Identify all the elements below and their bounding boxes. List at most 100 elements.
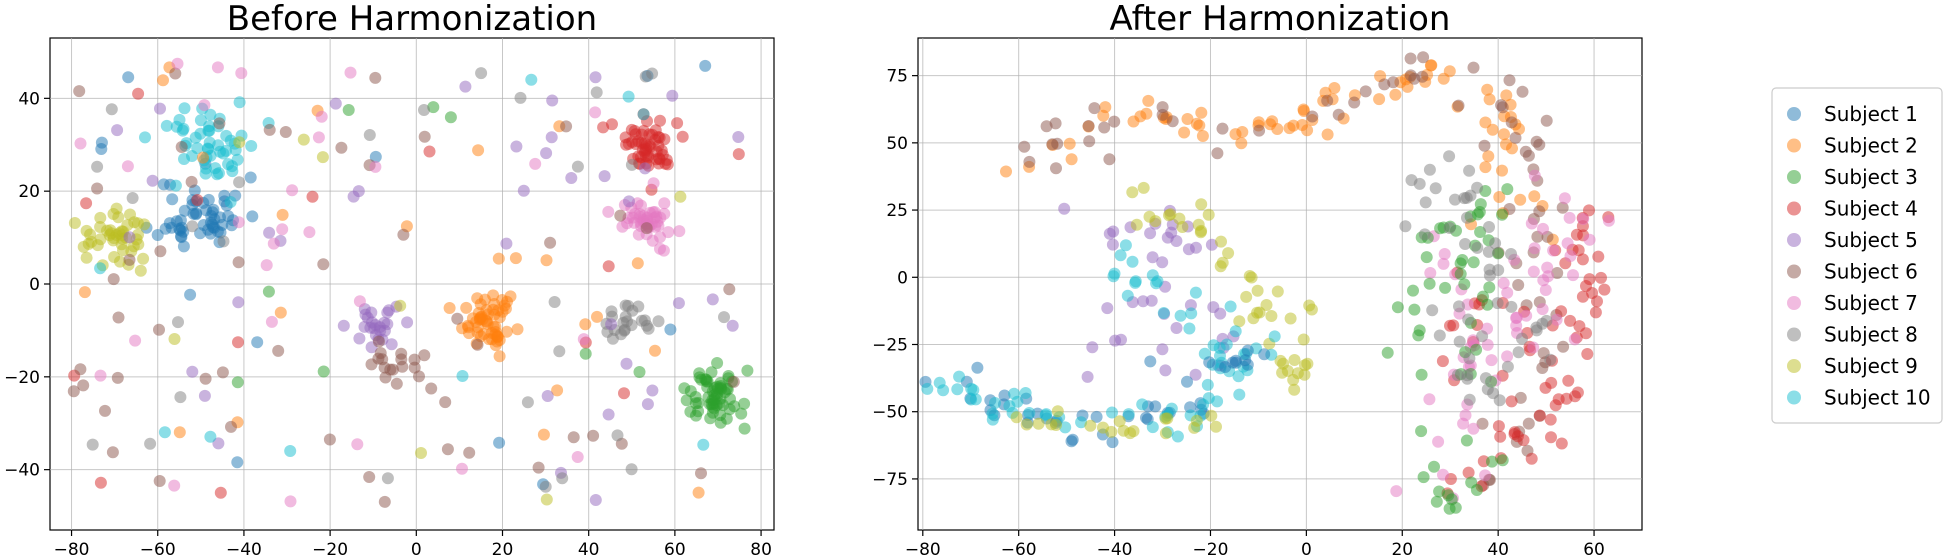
scatter-point (463, 446, 476, 459)
scatter-point (705, 366, 718, 379)
scatter-point (1505, 300, 1518, 313)
scatter-point (1436, 355, 1449, 368)
scatter-point (640, 222, 653, 235)
scatter-point (738, 422, 751, 435)
legend-label: Subject 8 (1824, 323, 1918, 347)
scatter-point (1482, 245, 1495, 258)
scatter-point (641, 398, 654, 411)
scatter-point (493, 436, 506, 449)
scatter-point (418, 349, 431, 362)
scatter-point (235, 67, 248, 80)
scatter-point (1424, 267, 1437, 279)
scatter-point (672, 297, 685, 310)
scatter-point (1482, 150, 1495, 163)
scatter-point (1202, 208, 1215, 221)
scatter-point (1265, 310, 1278, 322)
scatter-point (415, 447, 427, 459)
scatter-point (1510, 312, 1523, 324)
scatter-point (1149, 400, 1162, 413)
scatter-point (74, 137, 87, 150)
scatter-point (1051, 137, 1064, 150)
scatter-point (732, 148, 745, 161)
scatter-point (1454, 268, 1467, 280)
scatter-point (189, 131, 202, 144)
scatter-point (1203, 356, 1216, 369)
scatter-point (1130, 218, 1143, 231)
scatter-point (1156, 343, 1169, 356)
scatter-point (1063, 137, 1076, 150)
y-tick-label: 25 (886, 201, 908, 221)
scatter-point (374, 347, 387, 360)
scatter-point (652, 315, 665, 328)
scatter-point (1205, 409, 1218, 422)
plot-frame-after (917, 37, 1643, 531)
scatter-point (735, 407, 748, 420)
scatter-point (540, 147, 553, 160)
scatter-point (1547, 244, 1560, 257)
scatter-point (1492, 264, 1505, 277)
scatter-point (137, 252, 150, 265)
scatter-point (369, 71, 382, 84)
scatter-point (500, 325, 513, 338)
scatter-point (194, 114, 207, 127)
scatter-point (315, 110, 328, 123)
scatter-point (662, 226, 675, 239)
legend-marker (1787, 359, 1801, 373)
scatter-point (1121, 289, 1134, 302)
scatter-point (323, 433, 336, 446)
scatter-point (1586, 287, 1599, 299)
scatter-point (577, 333, 590, 346)
scatter-point (344, 66, 357, 79)
scatter-point (171, 57, 184, 70)
scatter-point (1213, 341, 1226, 354)
points-before (67, 57, 754, 508)
scatter-point (1438, 248, 1451, 260)
legend-entry: Subject 9 (1787, 354, 1918, 378)
scatter-point (123, 253, 136, 266)
scatter-point (1530, 321, 1543, 334)
scatter-point (1058, 202, 1071, 215)
scatter-point (1485, 354, 1498, 367)
scatter-point (443, 302, 456, 314)
legend-box (1771, 87, 1943, 424)
scatter-point (1301, 124, 1314, 137)
scatter-point (1407, 284, 1419, 297)
scatter-point (260, 259, 273, 272)
scatter-point (1328, 82, 1341, 94)
scatter-point (637, 108, 650, 121)
scatter-point (1443, 222, 1456, 234)
scatter-point (1032, 417, 1045, 430)
scatter-point (1453, 300, 1465, 313)
scatter-point (1287, 119, 1300, 132)
scatter-point (456, 462, 468, 475)
legend-label: Subject 9 (1824, 354, 1918, 378)
scatter-point (160, 119, 173, 132)
scatter-point (1000, 165, 1012, 178)
scatter-point (646, 384, 659, 397)
scatter-point (166, 193, 179, 206)
scatter-point (1233, 388, 1246, 401)
legend-entries: Subject 1 Subject 2 Subject 3 Subject 4 Subj… (1787, 102, 1931, 410)
scatter-point (1051, 405, 1064, 418)
scatter-point (1420, 251, 1433, 264)
scatter-point (654, 114, 666, 127)
scatter-point (1039, 409, 1052, 422)
scatter-point (532, 461, 545, 474)
scatter-point (191, 142, 204, 155)
y-tick-label: 0 (897, 268, 908, 288)
legend-marker (1787, 170, 1801, 184)
scatter-point (1483, 281, 1496, 294)
scatter-point (284, 445, 297, 457)
scatter-point (369, 160, 382, 173)
scatter-point (1268, 330, 1281, 343)
scatter-point (1489, 237, 1502, 250)
scatter-point (625, 463, 638, 476)
scatter-point (1589, 306, 1602, 319)
scatter-point (198, 99, 211, 112)
scatter-point (1219, 361, 1232, 373)
scatter-point (233, 96, 246, 109)
scatter-point (500, 237, 513, 250)
scatter-point (1463, 393, 1476, 406)
scatter-point (724, 392, 736, 405)
scatter-point (1592, 250, 1605, 263)
